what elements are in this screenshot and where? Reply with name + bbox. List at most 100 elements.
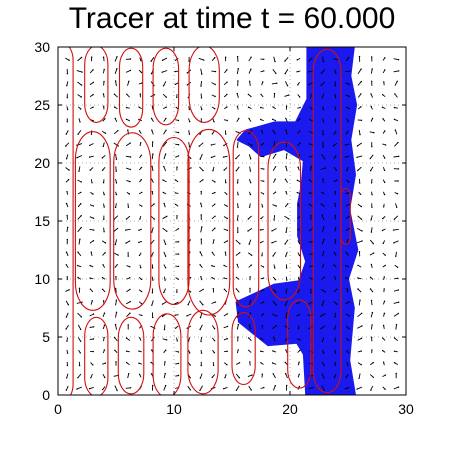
quiver-arrowhead (88, 388, 91, 390)
quiver-arrowhead (323, 389, 325, 392)
quiver-arrowhead (372, 252, 375, 254)
quiver-arrowhead (319, 315, 322, 317)
quiver-arrowhead (163, 202, 165, 205)
tracer-region (235, 47, 359, 395)
quiver-arrow (199, 324, 203, 330)
quiver-arrowhead (113, 106, 116, 108)
quiver-arrow (322, 251, 325, 257)
quiver-arrowhead (371, 68, 373, 70)
quiver-arrowhead (334, 276, 336, 278)
quiver-arrowhead (297, 328, 300, 330)
quiver-arrowhead (261, 130, 263, 132)
quiver-arrowhead (150, 361, 152, 364)
quiver-arrowhead (151, 129, 153, 131)
quiver-arrow (77, 324, 82, 330)
quiver-arrowhead (360, 80, 362, 83)
quiver-arrowhead (161, 59, 164, 61)
quiver-arrowhead (214, 83, 216, 86)
quiver-arrowhead (165, 106, 167, 108)
quiver-arrowhead (372, 243, 374, 245)
quiver-arrowhead (140, 142, 142, 144)
quiver-arrow (186, 313, 192, 317)
quiver-arrowhead (284, 243, 286, 245)
quiver-arrow (394, 337, 399, 342)
quiver-arrowhead (213, 239, 215, 241)
quiver-arrowhead (226, 106, 228, 108)
quiver-arrow (249, 81, 251, 86)
quiver-arrowhead (92, 69, 94, 71)
quiver-arrowhead (296, 59, 298, 61)
quiver-arrow (249, 166, 251, 172)
quiver-arrowhead (336, 303, 338, 305)
quiver-arrowhead (360, 106, 362, 108)
quiver-arrowhead (200, 190, 202, 193)
quiver-arrowhead (150, 60, 152, 62)
quiver-arrow (113, 215, 119, 220)
quiver-arrowhead (151, 349, 153, 351)
quiver-arrow (162, 70, 168, 73)
quiver-arrowhead (101, 169, 104, 171)
quiver-arrow (272, 251, 276, 257)
quiver-arrowhead (212, 364, 215, 367)
quiver-arrow (272, 288, 277, 293)
quiver-arrow (357, 325, 363, 329)
quiver-arrow (163, 130, 167, 135)
quiver-arrow (357, 312, 362, 318)
quiver-arrow (320, 289, 326, 293)
quiver-arrowhead (174, 70, 176, 73)
quiver-arrowhead (285, 117, 287, 120)
quiver-arrowhead (129, 300, 131, 303)
quiver-arrow (308, 241, 314, 243)
quiver-arrowhead (200, 214, 202, 216)
quiver-arrowhead (384, 157, 386, 159)
quiver-arrow (236, 324, 239, 330)
quiver-arrowhead (81, 301, 83, 303)
quiver-arrowhead (249, 287, 251, 290)
quiver-arrow (370, 312, 373, 318)
quiver-arrowhead (138, 229, 140, 231)
quiver-arrowhead (164, 372, 166, 375)
quiver-arrow (273, 337, 276, 342)
quiver-arrow (113, 227, 119, 232)
quiver-arrowhead (174, 179, 177, 181)
quiver-arrowhead (237, 194, 239, 196)
quiver-arrowhead (261, 324, 263, 327)
quiver-arrow (285, 312, 288, 318)
quiver-arrow (163, 373, 166, 379)
quiver-arrow (308, 387, 314, 389)
quiver-arrow (248, 130, 252, 135)
quiver-arrow (65, 167, 70, 171)
quiver-arrowhead (275, 72, 277, 75)
quiver-arrow (151, 251, 154, 257)
quiver-arrowhead (141, 191, 143, 194)
quiver-arrowhead (129, 142, 131, 144)
quiver-arrowhead (298, 154, 301, 156)
quiver-arrowhead (210, 156, 213, 159)
quiver-arrowhead (80, 215, 82, 217)
quiver-arrowhead (308, 327, 310, 330)
quiver-arrowhead (358, 377, 360, 379)
quiver-arrowhead (322, 263, 325, 266)
quiver-arrowhead (200, 352, 203, 354)
quiver-arrowhead (361, 240, 363, 242)
quiver-arrowhead (79, 352, 82, 354)
quiver-arrowhead (397, 312, 399, 315)
quiver-arrowhead (177, 131, 180, 134)
quiver-arrowhead (127, 324, 129, 326)
quiver-arrowhead (116, 389, 118, 392)
quiver-arrow (356, 155, 363, 158)
quiver-arrowhead (226, 313, 228, 315)
quiver-arrowhead (129, 277, 131, 279)
quiver-arrowhead (214, 227, 216, 229)
quiver-arrowhead (382, 349, 384, 352)
quiver-arrowhead (201, 108, 203, 111)
quiver-arrowhead (371, 117, 374, 120)
quiver-arrow (187, 300, 191, 305)
quiver-arrowhead (66, 276, 68, 278)
quiver-arrowhead (236, 105, 239, 108)
quiver-arrowhead (224, 251, 227, 253)
quiver-arrow (235, 239, 241, 245)
quiver-arrowhead (250, 264, 252, 266)
quiver-arrow (200, 80, 202, 87)
quiver-arrowhead (384, 57, 386, 59)
